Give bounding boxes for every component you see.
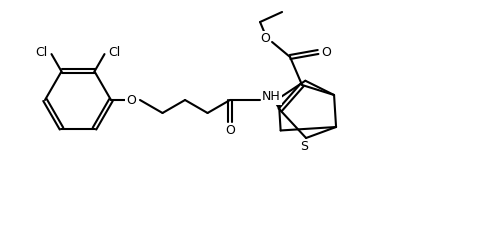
Text: O: O xyxy=(321,45,331,59)
Text: Cl: Cl xyxy=(108,46,121,59)
Text: Cl: Cl xyxy=(35,46,48,59)
Text: NH: NH xyxy=(262,90,281,104)
Text: O: O xyxy=(260,31,270,45)
Text: O: O xyxy=(126,94,136,106)
Text: S: S xyxy=(300,139,308,153)
Text: O: O xyxy=(225,124,235,137)
